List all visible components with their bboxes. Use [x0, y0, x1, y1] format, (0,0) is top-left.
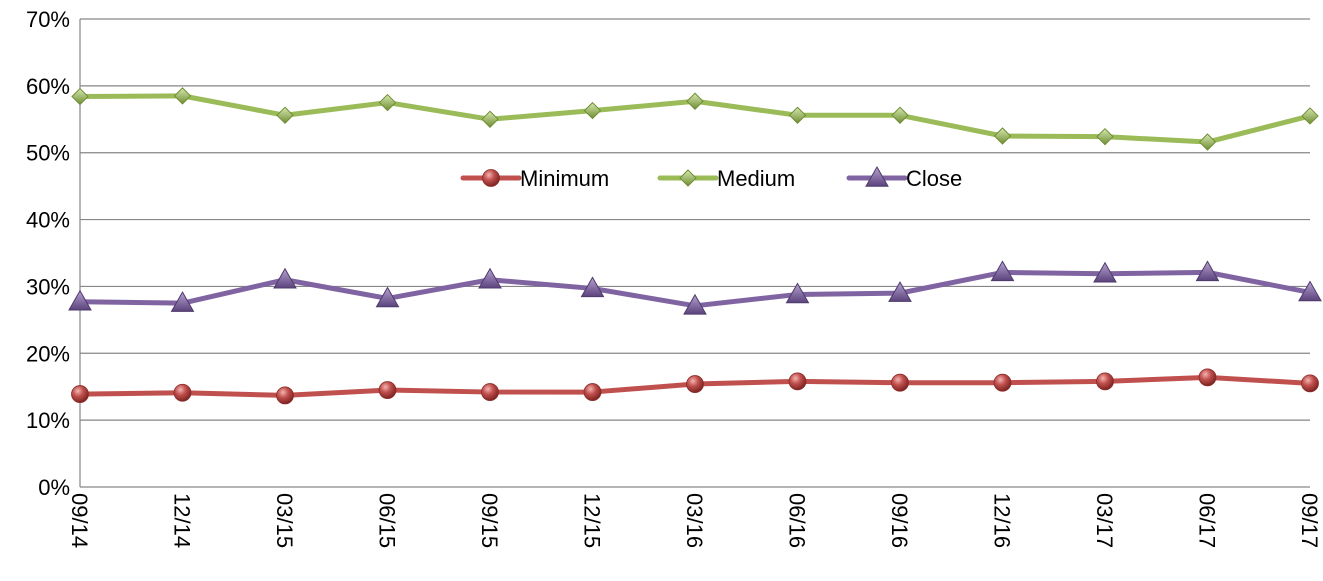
- series-medium: [71, 87, 1319, 151]
- data-point: [173, 87, 192, 105]
- data-point: [1298, 280, 1322, 302]
- data-point: [378, 381, 397, 399]
- data-point: [788, 372, 807, 391]
- data-point: [891, 106, 909, 124]
- data-point: [583, 383, 602, 401]
- y-tick-label: 0%: [38, 475, 70, 500]
- data-point: [1096, 372, 1114, 391]
- data-point: [68, 289, 92, 311]
- x-tick-label: 09/14: [67, 493, 92, 548]
- data-point: [173, 383, 192, 402]
- data-point: [71, 87, 89, 106]
- data-point: [888, 281, 912, 302]
- legend-swatch-marker: [679, 169, 697, 187]
- x-tick-label: 06/15: [375, 493, 400, 548]
- data-point: [1301, 374, 1319, 393]
- y-tick-label: 10%: [26, 408, 70, 433]
- legend-item-close: Close: [846, 165, 962, 191]
- data-point: [478, 267, 502, 289]
- legend-label: Close: [906, 166, 962, 191]
- data-point: [481, 383, 499, 401]
- gridlines: [80, 18, 1310, 488]
- data-point: [686, 92, 704, 110]
- y-tick-label: 20%: [26, 341, 70, 366]
- x-tick-label: 12/15: [580, 493, 605, 548]
- data-point: [993, 373, 1012, 392]
- legend-item-minimum: Minimum: [460, 166, 609, 191]
- data-point: [1093, 261, 1117, 283]
- series-minimum: [71, 368, 1319, 405]
- legend-item-medium: Medium: [657, 166, 795, 191]
- x-axis-tick-labels: 09/14 12/14 03/15 06/15 09/15 12/15 03/16 06/16…: [67, 493, 1322, 548]
- y-axis-tick-labels: 0% 10% 20% 30% 40% 50% 60% 70%: [26, 7, 70, 500]
- data-point: [583, 101, 602, 120]
- x-tick-label: 03/16: [682, 493, 707, 548]
- data-point: [785, 282, 810, 304]
- data-point: [1198, 368, 1217, 387]
- series-close: [68, 260, 1322, 315]
- series-lines: [68, 87, 1322, 405]
- x-tick-label: 06/16: [785, 493, 810, 548]
- legend-label: Medium: [717, 166, 795, 191]
- x-tick-label: 03/17: [1092, 493, 1117, 548]
- data-point: [993, 127, 1012, 145]
- data-point: [273, 267, 297, 289]
- data-point: [1096, 127, 1114, 146]
- y-tick-label: 40%: [26, 208, 70, 233]
- data-point: [378, 93, 397, 112]
- x-tick-label: 03/15: [272, 493, 297, 548]
- x-tick-label: 06/17: [1195, 493, 1220, 548]
- legend: Minimum Medium Close: [460, 165, 962, 191]
- data-point: [580, 276, 605, 298]
- x-tick-label: 09/16: [887, 493, 912, 548]
- legend-label: Minimum: [520, 166, 609, 191]
- y-tick-label: 60%: [26, 74, 70, 99]
- data-point: [481, 110, 499, 128]
- x-tick-label: 09/15: [477, 493, 502, 548]
- data-point: [1195, 260, 1220, 282]
- y-tick-label: 30%: [26, 274, 70, 299]
- x-tick-label: 12/16: [990, 493, 1015, 548]
- data-point: [1198, 133, 1217, 151]
- data-point: [788, 106, 807, 124]
- data-point: [170, 291, 195, 312]
- data-point: [683, 293, 707, 315]
- y-tick-label: 50%: [26, 141, 70, 166]
- y-tick-label: 70%: [26, 7, 70, 32]
- x-tick-label: 12/14: [170, 493, 195, 548]
- legend-swatch-marker: [865, 165, 889, 187]
- x-tick-label: 09/17: [1297, 493, 1322, 548]
- data-point: [1301, 107, 1319, 125]
- data-point: [276, 106, 294, 124]
- legend-swatch-marker: [482, 169, 500, 187]
- data-point: [71, 385, 89, 403]
- data-point: [891, 373, 909, 392]
- data-point: [990, 260, 1015, 282]
- data-point: [686, 375, 704, 393]
- data-point: [276, 386, 294, 405]
- data-point: [375, 286, 400, 308]
